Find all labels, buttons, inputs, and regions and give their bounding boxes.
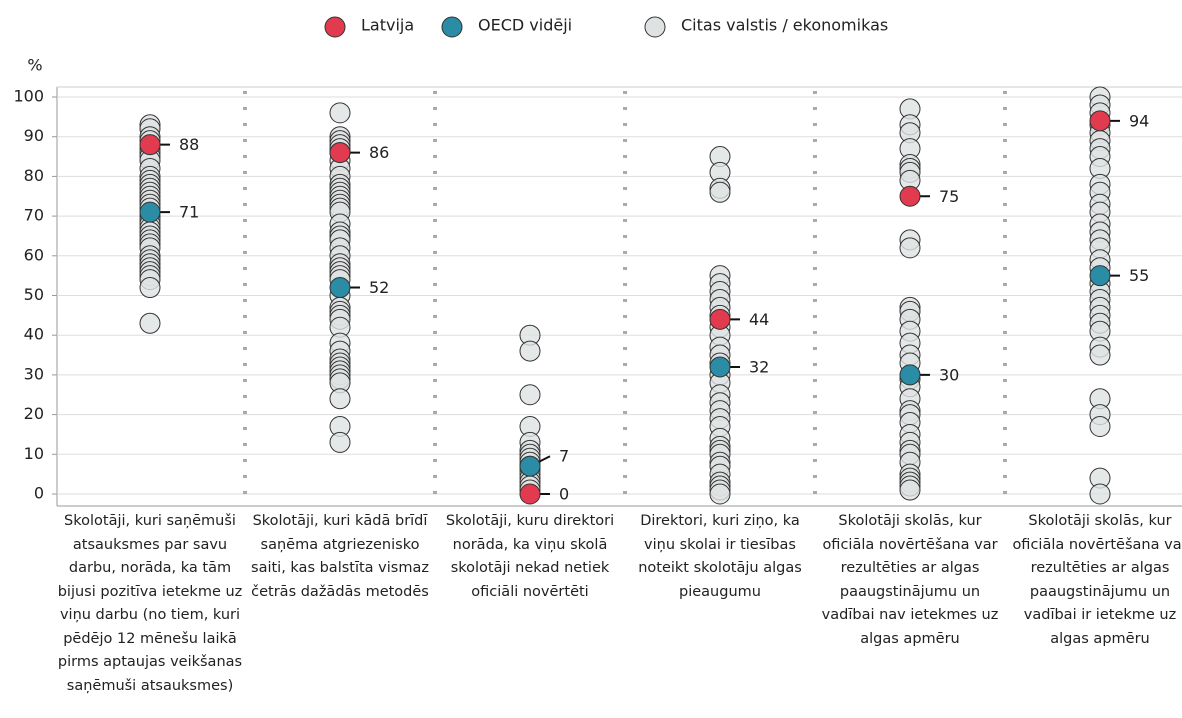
x-tick-label: Skolotāji skolās, kur oficiāla novērtēša… [821, 513, 999, 647]
dot [329, 277, 351, 299]
y-tick-label: 10 [24, 444, 44, 463]
dot [1089, 416, 1111, 438]
value-label: 7 [559, 447, 569, 466]
legend-label: Latvija [361, 16, 414, 35]
dot [139, 134, 161, 156]
dot [709, 356, 731, 378]
y-tick-label: 40 [24, 325, 44, 344]
value-label: 0 [559, 485, 569, 504]
x-tick-label: Skolotāji, kuri saņēmuši atsauksmes par … [57, 513, 243, 694]
y-tick-label: 60 [24, 245, 44, 264]
y-tick-label: 0 [34, 484, 44, 503]
x-tick-label: Skolotāji, kuru direktori norāda, ka viņ… [445, 513, 615, 600]
dot [899, 364, 921, 386]
dot [1089, 344, 1111, 366]
dot [139, 312, 161, 334]
legend-marker [644, 16, 666, 38]
legend-marker [441, 16, 463, 38]
y-tick-label: 90 [24, 126, 44, 145]
dot [139, 201, 161, 223]
y-axis-label: % [27, 56, 42, 75]
dot [1089, 110, 1111, 132]
y-tick-label: 80 [24, 166, 44, 185]
dot [139, 277, 161, 299]
value-label: 88 [179, 135, 199, 154]
value-label: 44 [749, 310, 769, 329]
value-label: 75 [939, 187, 959, 206]
value-label: 86 [369, 143, 389, 162]
dot [329, 431, 351, 453]
y-tick-label: 30 [24, 364, 44, 383]
value-label: 94 [1129, 111, 1149, 130]
legend-label: OECD vidēji [478, 16, 572, 35]
value-label: 55 [1129, 266, 1149, 285]
x-tick-label: Skolotāji skolās, kur oficiāla novērtēša… [1012, 513, 1182, 647]
y-tick-label: 50 [24, 285, 44, 304]
dot [329, 142, 351, 164]
dot [519, 384, 541, 406]
dot [519, 340, 541, 362]
value-label: 30 [939, 365, 959, 384]
dot [519, 483, 541, 505]
dot [1089, 483, 1111, 505]
value-label: 32 [749, 357, 769, 376]
dot [899, 479, 921, 501]
x-tick-label: Skolotāji, kuri kādā brīdī saņēma atgrie… [251, 513, 429, 600]
dot [899, 237, 921, 259]
dot [329, 102, 351, 124]
legend-marker [324, 16, 346, 38]
y-tick-label: 70 [24, 206, 44, 225]
x-tick-label: Direktori, kuri ziņo, ka viņu skolai ir … [638, 513, 802, 600]
y-tick-label: 20 [24, 404, 44, 423]
dot [899, 185, 921, 207]
dot [709, 308, 731, 330]
dot [709, 181, 731, 203]
value-label: 52 [369, 278, 389, 297]
dot [1089, 265, 1111, 287]
legend-label: Citas valstis / ekonomikas [681, 16, 888, 35]
dot [519, 455, 541, 477]
y-tick-label: 100 [13, 87, 44, 106]
dot [329, 388, 351, 410]
value-label: 71 [179, 203, 199, 222]
dot [709, 483, 731, 505]
